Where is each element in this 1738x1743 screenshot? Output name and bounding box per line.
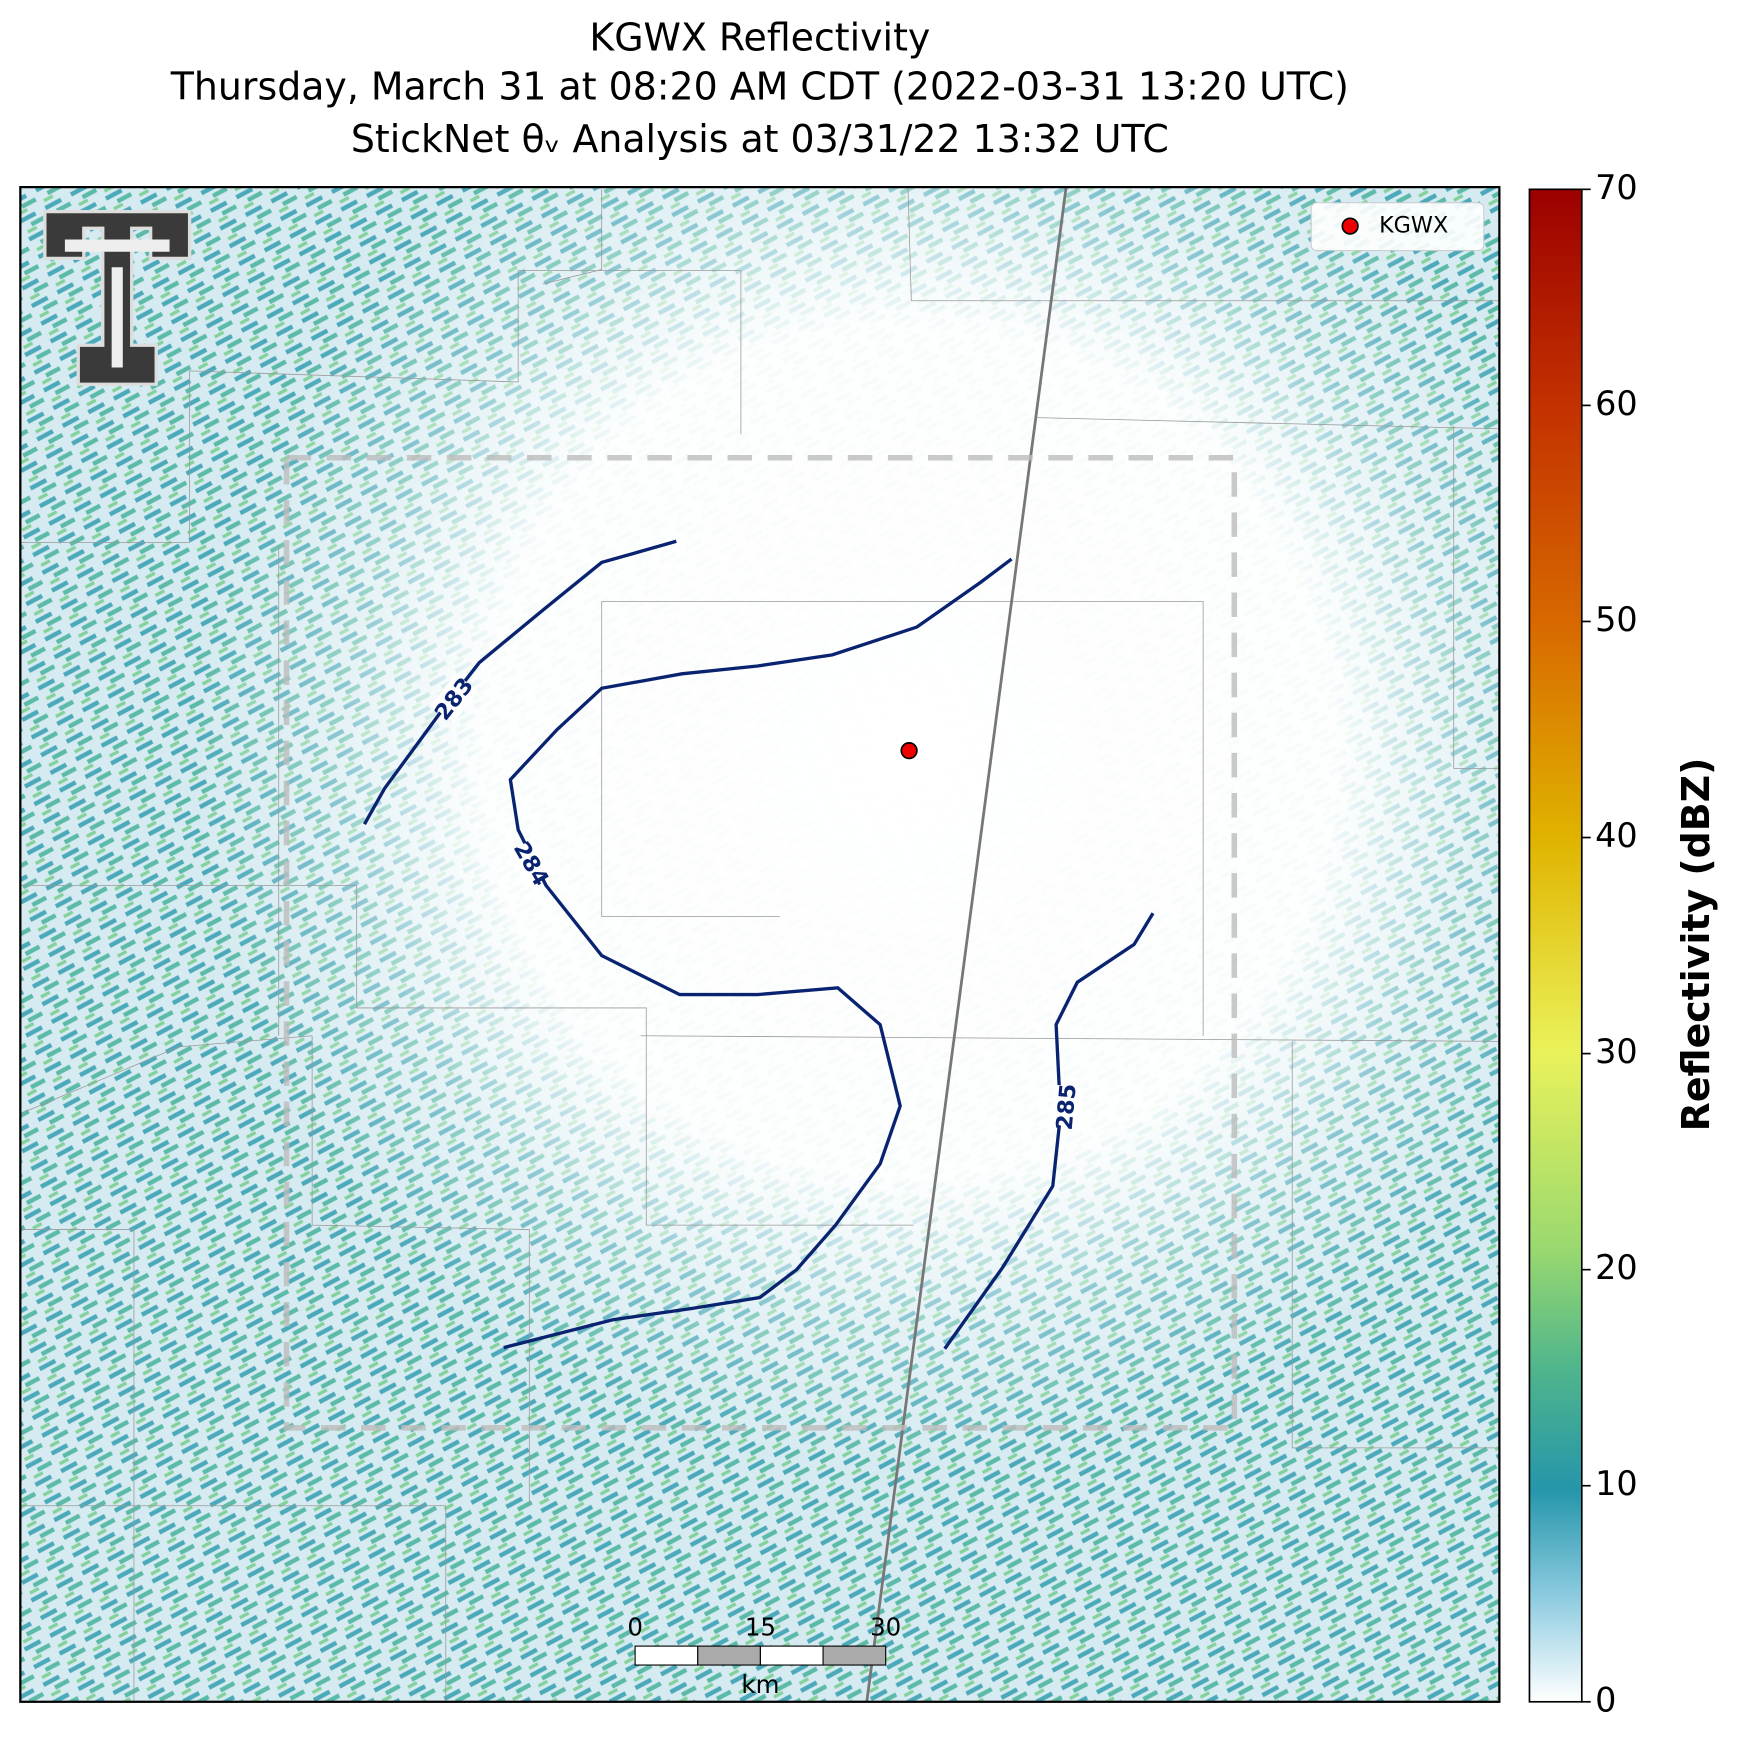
contour-label: 285 (1052, 1083, 1082, 1132)
colorbar-tick-label: 10 (1595, 1464, 1638, 1503)
clear-area (20, 187, 1500, 1702)
contour-line (363, 539, 677, 825)
legend: KGWX (1310, 202, 1485, 252)
scale-tick-label: 30 (870, 1612, 901, 1641)
colorbar-tick-label: 20 (1595, 1248, 1638, 1287)
contours (363, 539, 1155, 1350)
subtitle: StickNet θᵥ Analysis at 03/31/22 13:32 U… (351, 117, 1169, 161)
scale-tick-label: 0 (627, 1612, 643, 1641)
contour-line (943, 912, 1155, 1350)
analysis-domain (283, 454, 1238, 1431)
map-frame (19, 185, 1501, 1703)
highway (865, 187, 1068, 1702)
scale-bar: 0 15 30 km (627, 1612, 901, 1699)
colorbar (1528, 188, 1583, 1703)
scale-segment (822, 1645, 887, 1666)
radar-site (900, 742, 918, 760)
colorbar-tick-label: 0 (1595, 1680, 1616, 1719)
scale-unit: km (741, 1670, 779, 1699)
colorbar-tick-label: 40 (1595, 816, 1638, 855)
contour-line (503, 557, 1013, 1350)
scale-tick-label: 15 (745, 1612, 776, 1641)
colorbar-tick-label: 50 (1595, 600, 1638, 639)
scale-segment (634, 1645, 699, 1666)
colorbar-tick-label: 60 (1595, 384, 1638, 423)
title: KGWX Reflectivity (589, 16, 930, 60)
colorbar-tick-label: 70 (1595, 168, 1638, 207)
legend-label: KGWX (1379, 213, 1448, 239)
logo (43, 209, 192, 386)
scale-segment (697, 1645, 761, 1666)
scale-segment (759, 1645, 824, 1666)
colorbar-ticks: 0 10 20 30 40 50 60 70 (1581, 168, 1638, 1719)
colorbar-label: Reflectivity (dBZ) (1674, 758, 1718, 1132)
colorbar-tick-label: 30 (1595, 1032, 1638, 1071)
subtitle: Thursday, March 31 at 08:20 AM CDT (2022… (170, 65, 1349, 109)
